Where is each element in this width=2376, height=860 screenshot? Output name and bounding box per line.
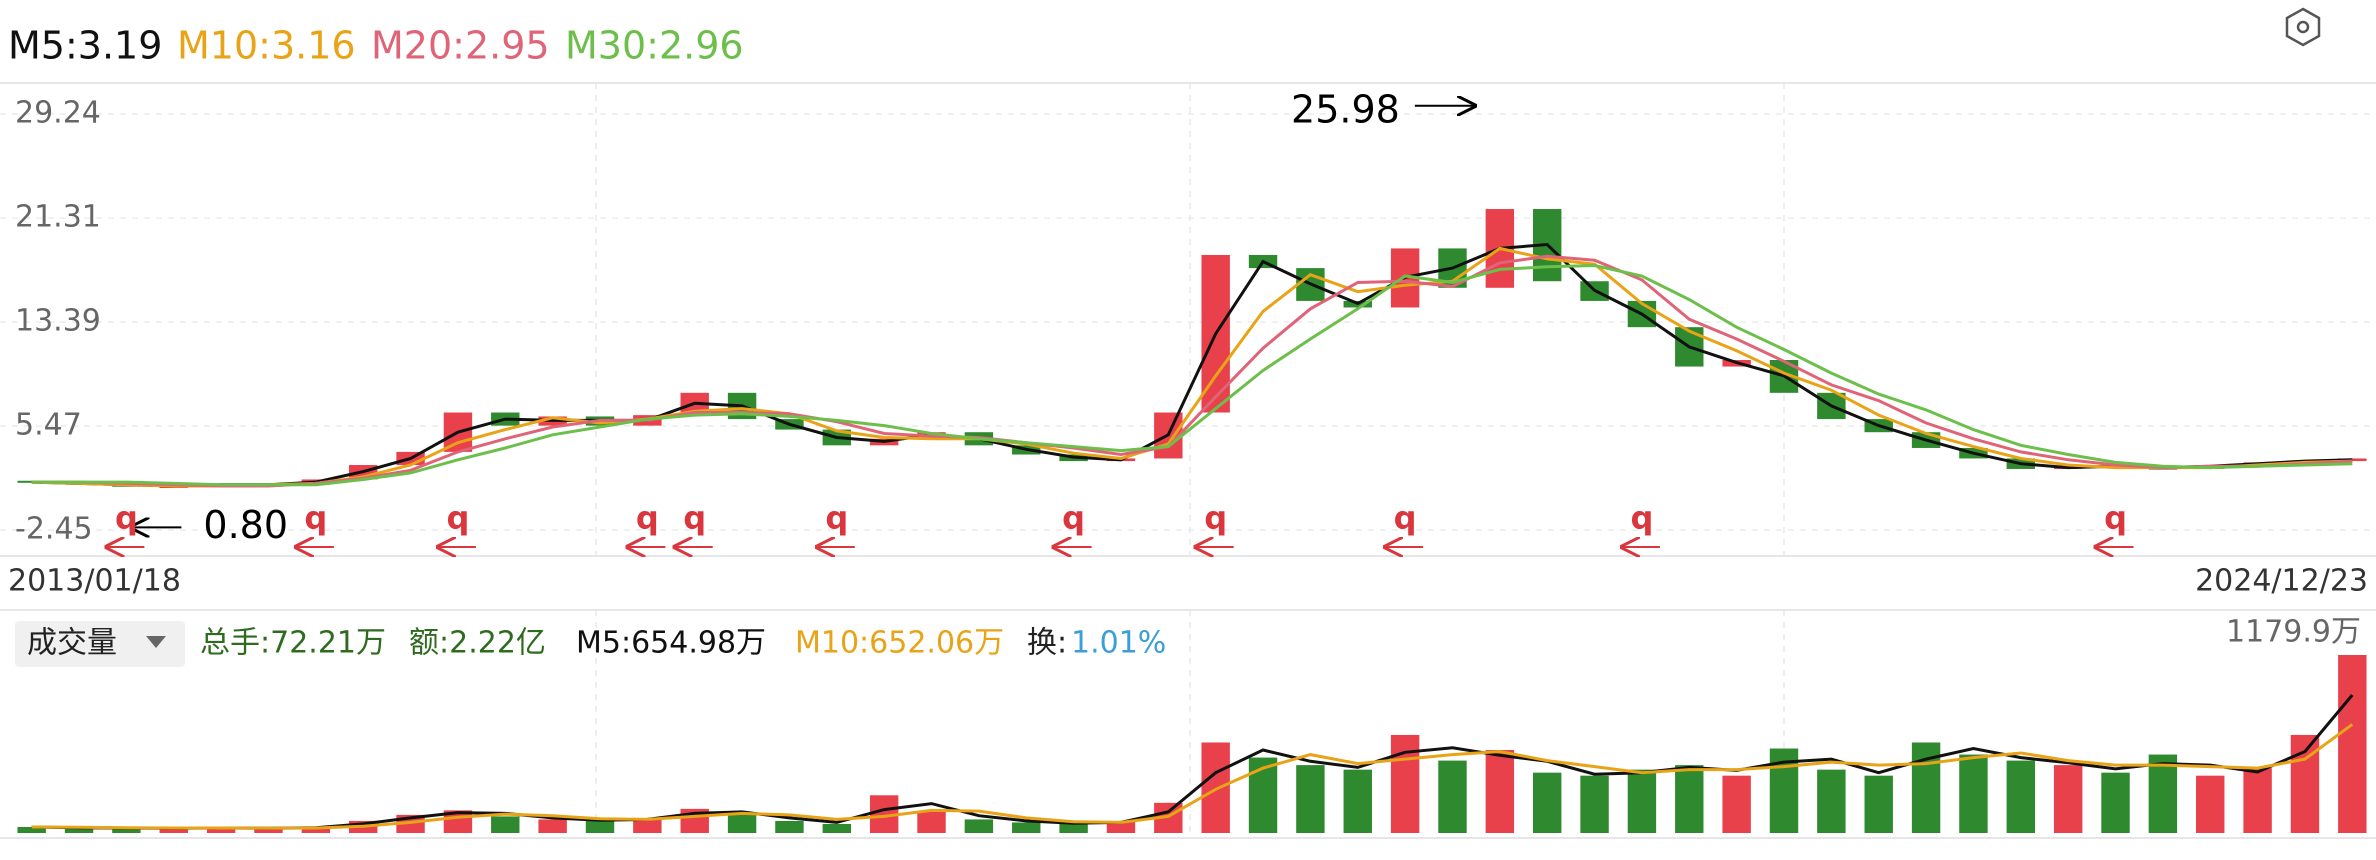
event-marker: q <box>683 499 706 537</box>
volume-bar <box>159 828 188 833</box>
volume-bar <box>2243 768 2272 833</box>
legend-entry: M10:3.16 <box>177 24 356 68</box>
volume-bar <box>1817 769 1846 833</box>
event-marker: q <box>1394 499 1417 537</box>
volume-bar <box>538 819 567 833</box>
volume-stat: 总手:72.21万 <box>200 626 386 661</box>
moving-average-line <box>31 263 2353 487</box>
volume-bar <box>1580 775 1609 833</box>
x-tick-label: 2024/12/23 <box>2195 564 2368 599</box>
volume-bar <box>1343 769 1372 833</box>
volume-bar <box>1675 765 1704 833</box>
candle-body <box>17 480 46 483</box>
volume-bar <box>585 820 615 833</box>
volume-bar <box>1532 772 1562 833</box>
vertical-grid <box>595 83 1785 838</box>
volume-average-line <box>31 694 2354 830</box>
volume-bar <box>112 828 141 833</box>
volume-stat: M5:654.98万 <box>576 626 766 661</box>
settings-icon[interactable] <box>2285 7 2321 47</box>
volume-average-line <box>31 723 2354 830</box>
legend-entry: M5:3.19 <box>8 24 162 68</box>
volume-bar <box>1012 822 1041 833</box>
volume-bar <box>1485 750 1515 833</box>
volume-bar <box>2148 754 2178 833</box>
event-marker: q <box>1630 499 1653 537</box>
volume-bar <box>64 828 94 833</box>
y-tick-label: -2.45 <box>15 512 93 547</box>
volume-bar <box>917 811 946 833</box>
volume-bar <box>2338 655 2367 833</box>
moving-average-line <box>31 242 2353 488</box>
y-tick-label: 29.24 <box>15 95 101 130</box>
volume-bar <box>1722 775 1751 833</box>
y-tick-label: 5.47 <box>15 408 82 443</box>
legend-entry: M20:2.95 <box>371 24 550 68</box>
volume-bar <box>775 820 804 833</box>
volume-bar <box>2006 760 2036 833</box>
event-marker: q <box>636 499 659 537</box>
volume-bar <box>1390 734 1420 833</box>
volume-stat: 额:2.22亿 <box>409 626 546 661</box>
volume-bar <box>1059 823 1088 833</box>
volume-bar <box>1864 775 1893 833</box>
volume-title[interactable]: 成交量 <box>27 626 117 661</box>
volume-dropdown[interactable] <box>15 621 185 667</box>
legend-entry: M30:2.96 <box>565 24 744 68</box>
event-marker: q <box>1204 499 1227 537</box>
volume-bar <box>822 823 852 833</box>
volume-bar <box>964 819 994 833</box>
y-tick-label: 13.39 <box>15 304 101 339</box>
volume-bar <box>17 826 46 833</box>
volume-stat: M10:652.06万 <box>795 626 1004 661</box>
volume-bar <box>2196 775 2225 833</box>
volume-bar <box>727 814 757 833</box>
dropdown-caret <box>146 636 166 648</box>
event-marker: q <box>115 499 138 537</box>
y-tick-label: 21.31 <box>15 200 101 235</box>
volume-bar <box>491 816 520 833</box>
volume-bar <box>2101 772 2130 833</box>
volume-stat: 1.01% <box>1071 626 1166 661</box>
event-marker: q <box>446 499 469 537</box>
volume-bar <box>633 817 662 833</box>
volume-bar <box>1959 754 1988 833</box>
moving-average-line <box>31 246 2353 488</box>
event-marker: q <box>1062 499 1085 537</box>
moving-average-line <box>31 254 2353 488</box>
candle-body <box>2338 458 2367 462</box>
volume-bar <box>1438 760 1467 833</box>
volume-bar <box>301 826 331 833</box>
volume-bar <box>206 827 236 833</box>
event-marker: q <box>2104 499 2127 537</box>
volume-bar <box>1248 757 1278 833</box>
event-marker: q <box>825 499 848 537</box>
volume-stat: 换: <box>1027 626 1067 661</box>
x-tick-label: 2013/01/18 <box>8 564 181 599</box>
event-marker: q <box>304 499 327 537</box>
volume-bar <box>1627 769 1657 833</box>
annotation-label: 0.80 <box>203 503 288 547</box>
volume-bar <box>254 828 283 833</box>
volume-bar <box>1296 765 1325 833</box>
annotation-label: 25.98 <box>1291 87 1400 131</box>
volume-bar <box>2053 765 2083 833</box>
y-tick-label: 1179.9万 <box>2226 615 2361 650</box>
